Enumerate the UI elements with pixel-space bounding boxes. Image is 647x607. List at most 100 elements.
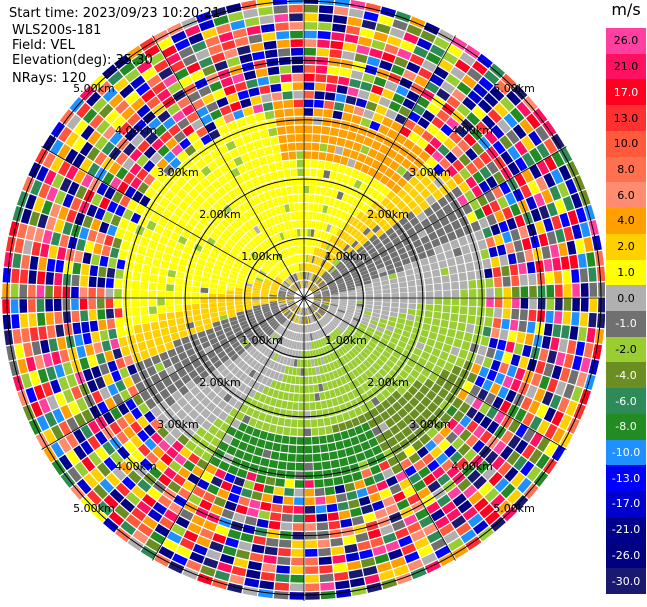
range-gate [232, 73, 245, 84]
range-gate [366, 326, 375, 333]
range-gate [365, 290, 373, 295]
range-gate [269, 298, 277, 300]
range-gate [127, 334, 137, 345]
range-gate [399, 335, 409, 344]
range-gate [336, 395, 345, 405]
ppi-gates [2, 0, 605, 600]
range-gate [206, 195, 217, 206]
range-gate [359, 323, 368, 330]
range-gate [109, 247, 120, 259]
range-gate [258, 412, 267, 422]
range-gate [343, 383, 351, 393]
range-gate [297, 168, 304, 177]
range-gate [313, 265, 318, 274]
range-gate [82, 252, 92, 265]
range-gate [177, 117, 190, 130]
range-gate [462, 224, 473, 236]
range-gate [137, 416, 149, 429]
range-gate [459, 306, 468, 315]
range-gate [442, 380, 454, 392]
range-gate [267, 259, 275, 267]
range-gate [261, 366, 269, 375]
range-gate [273, 371, 280, 381]
range-gate [426, 338, 436, 347]
range-gate [416, 96, 430, 109]
azimuth-spoke [152, 297, 305, 561]
range-gate [9, 360, 20, 377]
range-gate [327, 381, 334, 390]
range-gate [280, 271, 287, 278]
range-gate [304, 4, 319, 13]
range-gate [464, 190, 476, 202]
range-gate [154, 362, 165, 373]
range-gate [271, 307, 280, 313]
range-gate [385, 108, 398, 120]
range-gate [131, 298, 140, 307]
range-gate [417, 544, 434, 558]
range-gate [279, 272, 286, 279]
range-gate [312, 349, 317, 358]
range-gate [65, 433, 79, 449]
range-ring-label: 3.00km [409, 166, 451, 179]
range-gate [335, 228, 343, 237]
range-gate [79, 227, 90, 240]
range-gate [559, 414, 572, 430]
range-gate [269, 360, 276, 369]
range-gate [81, 173, 94, 188]
range-gate [308, 263, 312, 272]
range-gate [278, 292, 286, 296]
range-gate [246, 231, 255, 240]
range-gate [266, 199, 274, 209]
range-gate [304, 471, 314, 480]
range-gate [344, 373, 352, 383]
range-gate [142, 228, 153, 239]
range-gate [245, 114, 257, 125]
range-gate [501, 265, 510, 277]
range-gate [438, 327, 448, 336]
range-gate [552, 324, 562, 338]
range-gate [317, 279, 324, 286]
range-gate [262, 307, 270, 312]
range-gate [29, 327, 39, 342]
range-gate [80, 275, 89, 287]
range-gate [357, 294, 365, 298]
range-gate [272, 322, 279, 329]
range-gate [282, 281, 290, 288]
range-gate [399, 126, 412, 138]
range-gate [380, 186, 391, 197]
range-gate [360, 117, 372, 128]
range-gate [368, 221, 377, 230]
range-gate [410, 529, 426, 542]
range-gate [315, 186, 322, 195]
range-gate [468, 298, 477, 307]
range-gate [343, 364, 351, 373]
range-gate [247, 560, 262, 571]
range-gate [363, 476, 376, 487]
range-gate [513, 343, 524, 356]
range-gate [73, 445, 87, 461]
range-gate [101, 141, 115, 156]
range-gate [293, 284, 299, 291]
range-gate [354, 479, 366, 490]
range-gate [290, 341, 295, 349]
range-gate [234, 330, 244, 337]
range-gate [353, 179, 363, 189]
range-gate [37, 271, 46, 285]
range-gate [148, 282, 157, 291]
range-gate [166, 284, 174, 292]
range-gate [183, 298, 191, 305]
range-gate [370, 464, 382, 475]
range-gate [304, 82, 315, 90]
range-gate [230, 221, 240, 230]
range-gate [428, 354, 438, 364]
colorbar-cell [606, 388, 646, 415]
range-gate [442, 282, 451, 291]
range-gate [144, 438, 157, 451]
range-gate [372, 309, 381, 314]
range-gate [409, 233, 420, 243]
range-gate [505, 242, 515, 254]
range-gate [359, 224, 368, 233]
range-gate [196, 458, 209, 470]
range-gate [447, 354, 457, 364]
range-gate [461, 340, 471, 351]
